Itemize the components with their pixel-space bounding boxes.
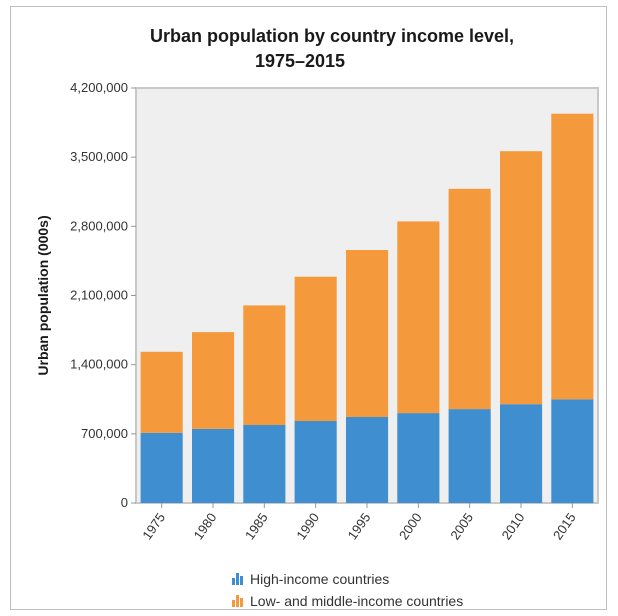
x-tick-label: 1975	[139, 510, 168, 542]
chart-title-line2: 1975–2015	[254, 51, 346, 71]
y-tick-label: 2,100,000	[70, 288, 128, 303]
x-tick-label: 1995	[345, 510, 374, 542]
bar-low-middle-income-2005[interactable]	[448, 188, 491, 410]
bar-high-income-2010[interactable]	[500, 404, 543, 503]
y-tick-label: 2,800,000	[70, 218, 128, 233]
x-tick-label: 1980	[191, 510, 220, 542]
x-axis-ticks: 1975 1980 1985 1990 1995 2000 2005 2010 2015	[139, 503, 579, 542]
x-tick-label: 1985	[242, 510, 271, 542]
bar-low-middle-income-1995[interactable]	[346, 250, 389, 417]
bar-high-income-1975[interactable]	[140, 432, 183, 503]
x-tick-label: 2005	[447, 510, 476, 542]
bar-high-income-1995[interactable]	[346, 417, 389, 503]
bar-chart-icon	[232, 595, 244, 607]
y-axis-ticks: 0 700,000 1,400,000 2,100,000 2,800,000 3,500…	[70, 80, 136, 510]
y-axis-label: Urban population (000s)	[35, 215, 51, 375]
bar-low-middle-income-1985[interactable]	[243, 305, 286, 425]
legend-label-low-middle-income: Low- and middle-income countries	[250, 593, 464, 609]
x-tick-label: 2015	[550, 510, 579, 542]
bar-high-income-1980[interactable]	[192, 428, 235, 503]
bar-chart-icon	[232, 573, 244, 585]
bar-high-income-2015[interactable]	[551, 399, 594, 504]
y-tick-label: 4,200,000	[70, 80, 128, 95]
y-tick-label: 3,500,000	[70, 149, 128, 164]
legend: High-income countries Low- and middle-in…	[232, 568, 463, 612]
x-tick-label: 2010	[499, 510, 528, 542]
chart-title: Urban population by country income level…	[150, 24, 515, 74]
legend-item-low-middle-income[interactable]: Low- and middle-income countries	[232, 590, 463, 612]
bar-high-income-1990[interactable]	[294, 421, 337, 503]
bar-low-middle-income-1990[interactable]	[294, 276, 337, 421]
bars-group	[140, 113, 594, 504]
legend-label-high-income: High-income countries	[250, 571, 390, 587]
bar-low-middle-income-1980[interactable]	[192, 332, 235, 429]
bar-high-income-2000[interactable]	[397, 413, 440, 503]
chart-title-line1: Urban population by country income level…	[150, 26, 515, 46]
bar-low-middle-income-2015[interactable]	[551, 113, 594, 400]
y-tick-label: 700,000	[81, 426, 128, 441]
legend-item-high-income[interactable]: High-income countries	[232, 568, 463, 590]
y-tick-label: 1,400,000	[70, 357, 128, 372]
bar-low-middle-income-2000[interactable]	[397, 221, 440, 414]
bar-high-income-1985[interactable]	[243, 424, 286, 503]
bar-low-middle-income-2010[interactable]	[500, 151, 543, 405]
x-tick-label: 2000	[396, 510, 425, 542]
y-tick-label: 0	[121, 495, 128, 510]
bar-high-income-2005[interactable]	[448, 409, 491, 503]
x-tick-label: 1990	[293, 510, 322, 542]
bar-low-middle-income-1975[interactable]	[140, 351, 183, 433]
